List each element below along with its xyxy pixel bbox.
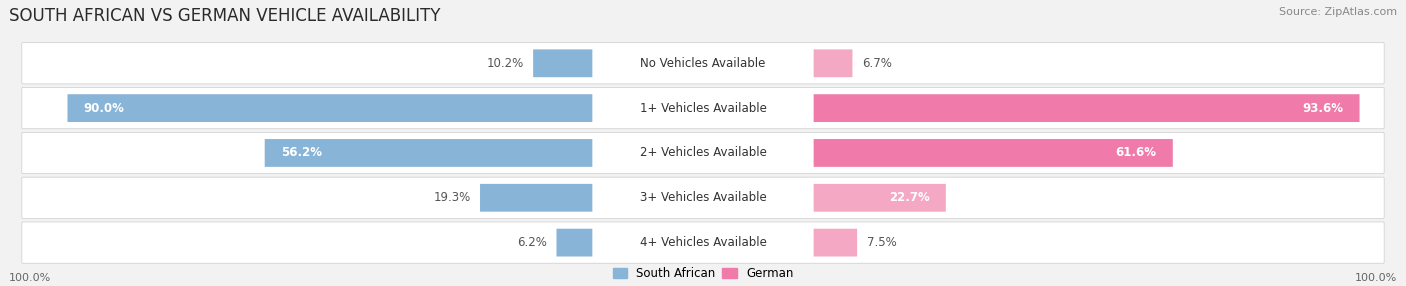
FancyBboxPatch shape	[22, 177, 1384, 219]
Text: 100.0%: 100.0%	[1354, 273, 1396, 283]
FancyBboxPatch shape	[592, 180, 814, 216]
FancyBboxPatch shape	[592, 225, 814, 261]
Text: No Vehicles Available: No Vehicles Available	[640, 57, 766, 70]
FancyBboxPatch shape	[813, 139, 1173, 167]
Text: Source: ZipAtlas.com: Source: ZipAtlas.com	[1278, 7, 1396, 17]
FancyBboxPatch shape	[533, 49, 593, 77]
Text: 3+ Vehicles Available: 3+ Vehicles Available	[640, 191, 766, 204]
Text: 7.5%: 7.5%	[866, 236, 897, 249]
Text: 2+ Vehicles Available: 2+ Vehicles Available	[640, 146, 766, 160]
Text: 22.7%: 22.7%	[889, 191, 929, 204]
Text: 90.0%: 90.0%	[84, 102, 125, 115]
FancyBboxPatch shape	[22, 88, 1384, 129]
FancyBboxPatch shape	[22, 222, 1384, 263]
FancyBboxPatch shape	[813, 184, 946, 212]
Text: 100.0%: 100.0%	[10, 273, 52, 283]
FancyBboxPatch shape	[592, 45, 814, 81]
FancyBboxPatch shape	[22, 43, 1384, 84]
Text: SOUTH AFRICAN VS GERMAN VEHICLE AVAILABILITY: SOUTH AFRICAN VS GERMAN VEHICLE AVAILABI…	[10, 7, 440, 25]
FancyBboxPatch shape	[592, 90, 814, 126]
FancyBboxPatch shape	[67, 94, 593, 122]
FancyBboxPatch shape	[813, 49, 852, 77]
Text: 6.2%: 6.2%	[517, 236, 547, 249]
FancyBboxPatch shape	[813, 229, 858, 257]
Text: 4+ Vehicles Available: 4+ Vehicles Available	[640, 236, 766, 249]
Text: 10.2%: 10.2%	[486, 57, 523, 70]
Text: 56.2%: 56.2%	[281, 146, 322, 160]
Text: 19.3%: 19.3%	[433, 191, 471, 204]
FancyBboxPatch shape	[813, 94, 1360, 122]
FancyBboxPatch shape	[592, 135, 814, 171]
FancyBboxPatch shape	[22, 132, 1384, 174]
FancyBboxPatch shape	[479, 184, 593, 212]
Text: 6.7%: 6.7%	[862, 57, 891, 70]
FancyBboxPatch shape	[264, 139, 593, 167]
Legend: South African, German: South African, German	[613, 267, 793, 280]
Text: 93.6%: 93.6%	[1302, 102, 1343, 115]
Text: 1+ Vehicles Available: 1+ Vehicles Available	[640, 102, 766, 115]
Text: 61.6%: 61.6%	[1115, 146, 1157, 160]
FancyBboxPatch shape	[557, 229, 593, 257]
